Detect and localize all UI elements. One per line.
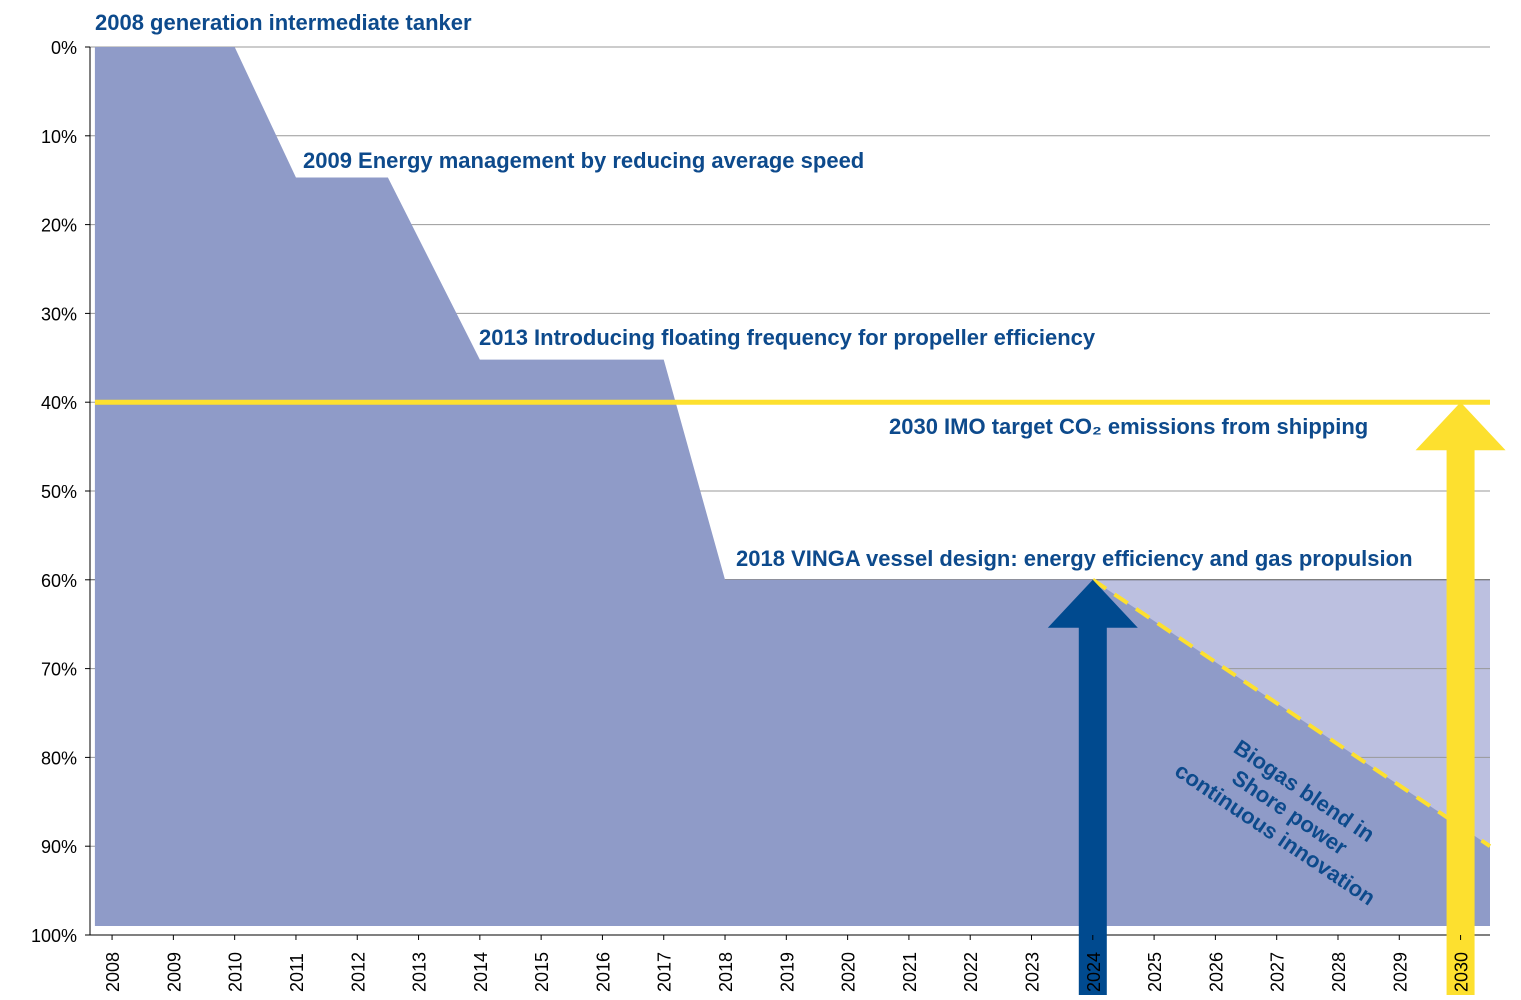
projection-line xyxy=(1091,578,1492,848)
x-tick-label: 2010 xyxy=(226,952,246,992)
x-tick-label: 2016 xyxy=(593,952,613,992)
y-tick-label: 90% xyxy=(41,837,77,857)
annotation: 2009 Energy management by reducing avera… xyxy=(303,148,864,173)
y-tick-label: 60% xyxy=(41,571,77,591)
x-tick-label: 2026 xyxy=(1206,952,1226,992)
y-tick-label: 40% xyxy=(41,393,77,413)
annotation: 2030 IMO target CO₂ emissions from shipp… xyxy=(889,414,1368,439)
y-tick-label: 80% xyxy=(41,748,77,768)
x-tick-label: 2019 xyxy=(777,952,797,992)
area xyxy=(94,47,1490,926)
x-tick-label: 2018 xyxy=(716,952,736,992)
x-tick-label: 2013 xyxy=(410,952,430,992)
x-tick-label: 2008 xyxy=(103,952,123,992)
x-tick-label: 2012 xyxy=(348,952,368,992)
x-tick-label: 2027 xyxy=(1268,952,1288,992)
y-tick-label: 10% xyxy=(41,127,77,147)
x-tick-label: 2029 xyxy=(1390,952,1410,992)
x-tick-label: 2011 xyxy=(287,953,307,992)
x-tick-label: 2030 xyxy=(1452,952,1472,992)
y-tick-label: 0% xyxy=(51,38,77,58)
x-tick-label: 2022 xyxy=(961,952,981,992)
x-tick-label: 2017 xyxy=(655,952,675,992)
x-tick-label: 2025 xyxy=(1145,952,1165,992)
arrow xyxy=(1415,402,1506,995)
x-tick-label: 2023 xyxy=(1023,952,1043,992)
x-tick-label: 2009 xyxy=(164,952,184,992)
y-tick-label: 50% xyxy=(41,482,77,502)
x-tick-label: 2028 xyxy=(1329,952,1349,992)
x-tick-label: 2024 xyxy=(1084,952,1104,992)
area-layer xyxy=(94,47,1490,926)
arrow xyxy=(1047,579,1138,995)
annotation: 2008 generation intermediate tanker xyxy=(95,10,472,35)
y-tick-label: 100% xyxy=(31,926,77,946)
y-tick-label: 70% xyxy=(41,660,77,680)
annotation: 2018 VINGA vessel design: energy efficie… xyxy=(736,546,1413,571)
annotation: 2013 Introducing floating frequency for … xyxy=(479,325,1096,350)
x-tick-label: 2020 xyxy=(839,952,859,992)
y-tick-label: 30% xyxy=(41,304,77,324)
y-tick-label: 20% xyxy=(41,216,77,236)
x-tick-label: 2015 xyxy=(532,952,552,992)
x-tick-label: 2014 xyxy=(471,952,491,992)
x-tick-label: 2021 xyxy=(900,952,920,992)
